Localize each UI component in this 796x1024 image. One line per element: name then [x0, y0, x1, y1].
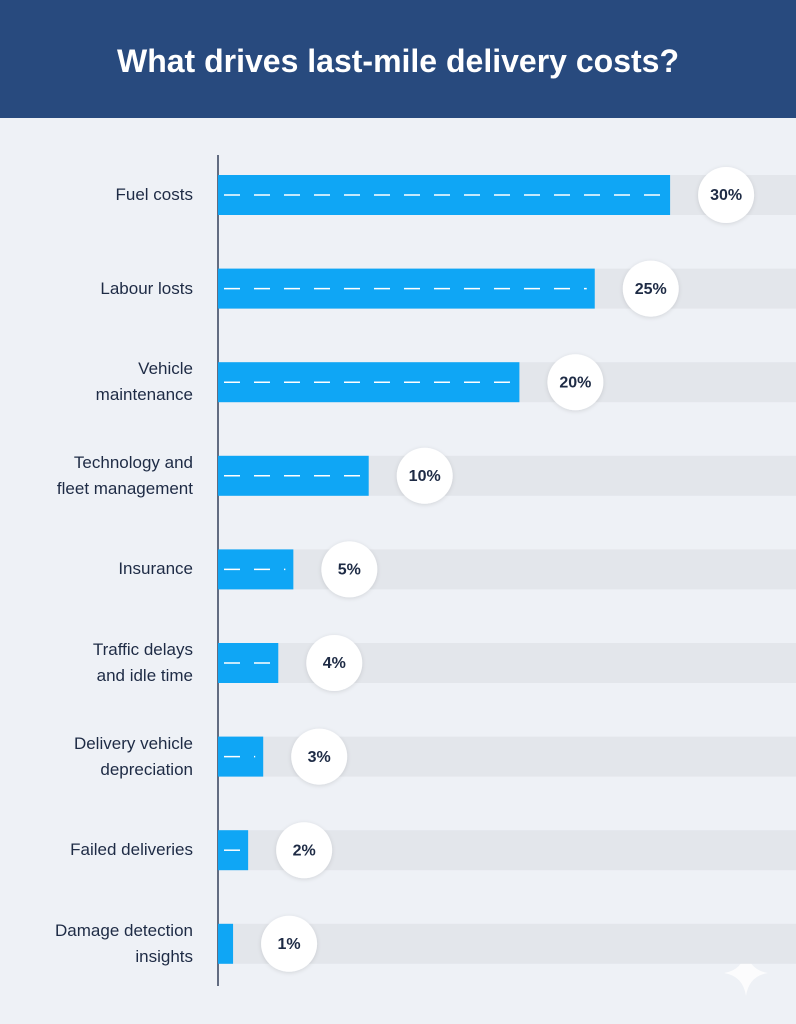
value-badge	[276, 822, 333, 879]
value-badge	[547, 354, 604, 411]
bar-track	[218, 549, 796, 590]
value-badge	[698, 167, 755, 223]
value-badge	[306, 635, 363, 691]
bar-track	[218, 643, 796, 683]
category-label: Damage detection insights	[55, 920, 193, 966]
category-label: Traffic delays and idle time	[92, 640, 193, 685]
value-badge	[622, 260, 679, 317]
category-label: Failed deliveries	[70, 840, 193, 860]
category-label: Delivery vehicle depreciation	[73, 733, 193, 779]
chart-title: What drives last-mile delivery costs?	[117, 43, 679, 79]
value-label: 3%	[308, 749, 331, 766]
header	[0, 0, 796, 118]
sparkle-icon	[724, 950, 768, 996]
value-badge	[291, 728, 348, 785]
value-label: 25%	[635, 281, 667, 298]
value-badge	[321, 541, 378, 598]
value-label: 4%	[323, 655, 346, 672]
category-label: Insurance	[118, 559, 193, 579]
value-label: 1%	[278, 936, 301, 953]
value-badge	[261, 915, 318, 972]
category-label: Technology and fleet management	[56, 452, 193, 498]
value-label: 20%	[559, 374, 591, 391]
value-label: 10%	[409, 468, 441, 485]
category-label: Labour losts	[100, 278, 193, 298]
value-badge	[396, 447, 453, 504]
value-label: 5%	[338, 562, 361, 579]
value-label: 30%	[710, 187, 742, 204]
bar	[218, 923, 234, 964]
category-label: Vehicle maintenance	[95, 359, 193, 405]
value-label: 2%	[293, 842, 316, 859]
category-label: Fuel costs	[115, 185, 193, 204]
